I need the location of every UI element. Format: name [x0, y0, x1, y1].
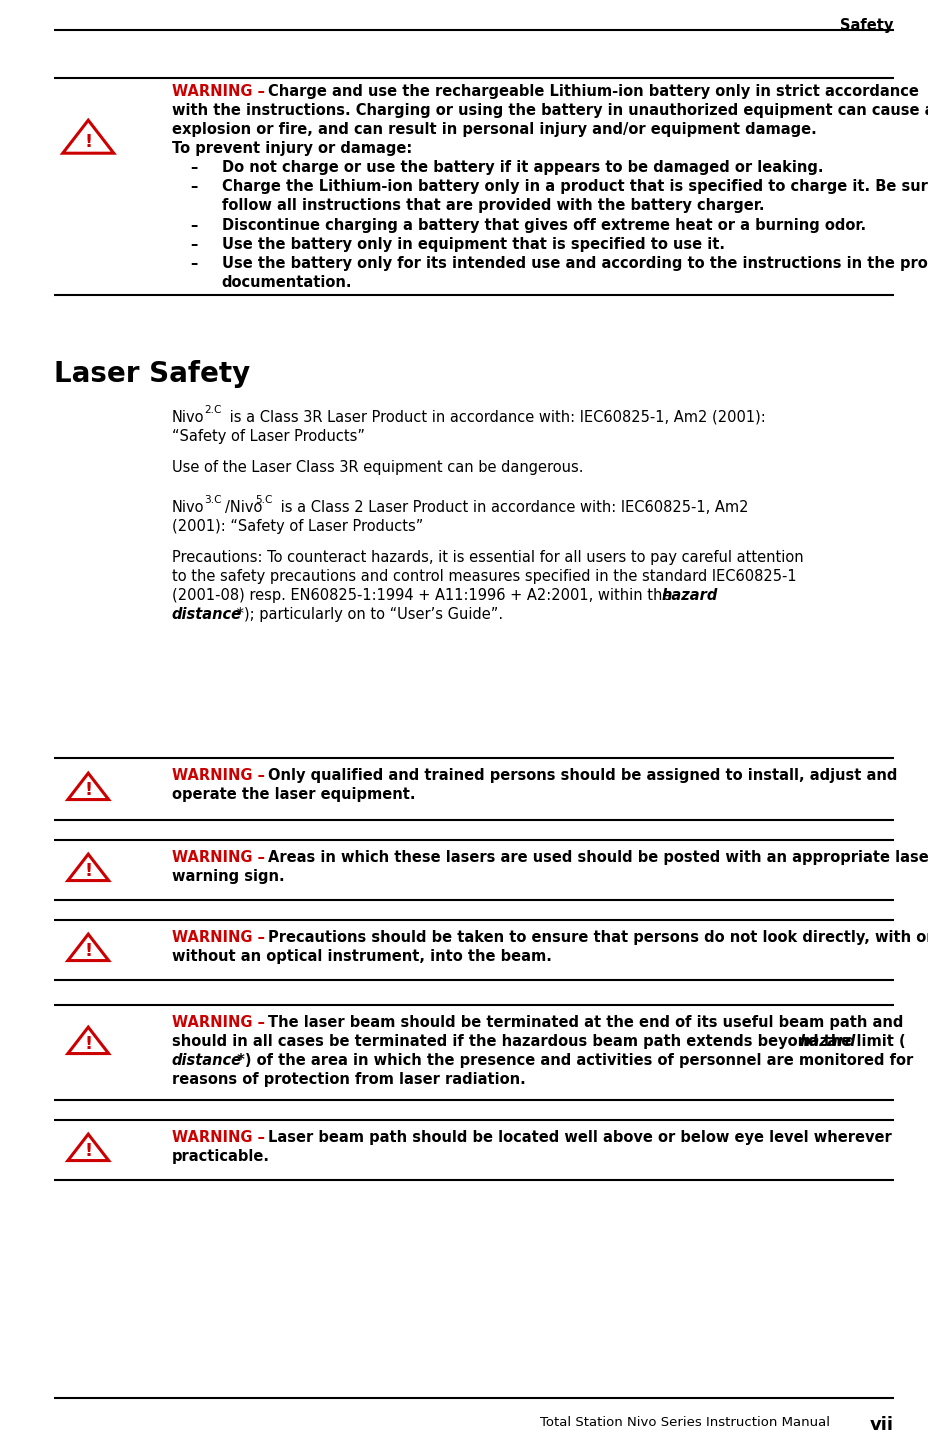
- Text: WARNING –: WARNING –: [172, 1015, 269, 1030]
- Text: Use the battery only for its intended use and according to the instructions in t: Use the battery only for its intended us…: [222, 256, 928, 272]
- Text: *); particularly on to “User’s Guide”.: *); particularly on to “User’s Guide”.: [232, 606, 502, 622]
- Text: Discontinue charging a battery that gives off extreme heat or a burning odor.: Discontinue charging a battery that give…: [222, 217, 865, 233]
- Text: 2.C: 2.C: [203, 405, 221, 415]
- Text: documentation.: documentation.: [222, 275, 352, 290]
- Text: is a Class 3R Laser Product in accordance with: IEC60825-1, Am2 (2001):: is a Class 3R Laser Product in accordanc…: [225, 410, 765, 425]
- Text: (2001): “Safety of Laser Products”: (2001): “Safety of Laser Products”: [172, 519, 423, 533]
- Text: !: !: [84, 1143, 92, 1160]
- Text: Use of the Laser Class 3R equipment can be dangerous.: Use of the Laser Class 3R equipment can …: [172, 460, 583, 475]
- Text: Nivo: Nivo: [172, 410, 204, 425]
- Text: warning sign.: warning sign.: [172, 869, 284, 884]
- Text: WARNING –: WARNING –: [172, 849, 269, 865]
- Text: hazard: hazard: [799, 1034, 856, 1050]
- Text: WARNING –: WARNING –: [172, 768, 269, 784]
- Text: to the safety precautions and control measures specified in the standard IEC6082: to the safety precautions and control me…: [172, 569, 795, 583]
- Text: Do not charge or use the battery if it appears to be damaged or leaking.: Do not charge or use the battery if it a…: [222, 160, 822, 174]
- Text: explosion or fire, and can result in personal injury and/or equipment damage.: explosion or fire, and can result in per…: [172, 122, 816, 137]
- Text: To prevent injury or damage:: To prevent injury or damage:: [172, 142, 412, 156]
- Text: Areas in which these lasers are used should be posted with an appropriate laser: Areas in which these lasers are used sho…: [267, 849, 928, 865]
- Text: reasons of protection from laser radiation.: reasons of protection from laser radiati…: [172, 1072, 525, 1087]
- Text: *) of the area in which the presence and activities of personnel are monitored f: *) of the area in which the presence and…: [232, 1052, 912, 1068]
- Text: !: !: [84, 133, 92, 150]
- Text: without an optical instrument, into the beam.: without an optical instrument, into the …: [172, 950, 551, 964]
- Text: practicable.: practicable.: [172, 1148, 269, 1164]
- Text: follow all instructions that are provided with the battery charger.: follow all instructions that are provide…: [222, 197, 764, 213]
- Text: –: –: [189, 237, 197, 252]
- Text: should in all cases be terminated if the hazardous beam path extends beyond the : should in all cases be terminated if the…: [172, 1034, 905, 1050]
- Text: hazard: hazard: [661, 588, 717, 603]
- Text: (2001-08) resp. EN60825-1:1994 + A11:1996 + A2:2001, within the: (2001-08) resp. EN60825-1:1994 + A11:199…: [172, 588, 676, 603]
- Text: Total Station Nivo Series Instruction Manual: Total Station Nivo Series Instruction Ma…: [539, 1416, 829, 1429]
- Text: is a Class 2 Laser Product in accordance with: IEC60825-1, Am2: is a Class 2 Laser Product in accordance…: [276, 500, 748, 515]
- Text: with the instructions. Charging or using the battery in unauthorized equipment c: with the instructions. Charging or using…: [172, 103, 928, 119]
- Text: –: –: [189, 160, 197, 174]
- Text: WARNING –: WARNING –: [172, 84, 269, 99]
- Text: Only qualified and trained persons should be assigned to install, adjust and: Only qualified and trained persons shoul…: [267, 768, 896, 784]
- Text: !: !: [84, 862, 92, 881]
- Text: distance: distance: [172, 1052, 241, 1068]
- Text: operate the laser equipment.: operate the laser equipment.: [172, 787, 415, 802]
- Text: !: !: [84, 781, 92, 799]
- Text: !: !: [84, 942, 92, 961]
- Text: Laser beam path should be located well above or below eye level wherever: Laser beam path should be located well a…: [267, 1130, 891, 1145]
- Text: 5.C: 5.C: [254, 495, 272, 505]
- Text: Use the battery only in equipment that is specified to use it.: Use the battery only in equipment that i…: [222, 237, 724, 252]
- Text: Nivo: Nivo: [172, 500, 204, 515]
- Text: Laser Safety: Laser Safety: [54, 360, 250, 388]
- Text: Precautions: To counteract hazards, it is essential for all users to pay careful: Precautions: To counteract hazards, it i…: [172, 551, 803, 565]
- Text: –: –: [189, 256, 197, 272]
- Text: WARNING –: WARNING –: [172, 1130, 269, 1145]
- Text: vii: vii: [869, 1416, 893, 1430]
- Text: distance: distance: [172, 606, 241, 622]
- Text: 3.C: 3.C: [203, 495, 221, 505]
- Text: –: –: [189, 217, 197, 233]
- Text: Precautions should be taken to ensure that persons do not look directly, with or: Precautions should be taken to ensure th…: [267, 930, 928, 945]
- Text: Charge and use the rechargeable Lithium-ion battery only in strict accordance: Charge and use the rechargeable Lithium-…: [267, 84, 918, 99]
- Text: WARNING –: WARNING –: [172, 930, 269, 945]
- Text: “Safety of Laser Products”: “Safety of Laser Products”: [172, 429, 365, 443]
- Text: The laser beam should be terminated at the end of its useful beam path and: The laser beam should be terminated at t…: [267, 1015, 902, 1030]
- Text: Charge the Lithium-ion battery only in a product that is specified to charge it.: Charge the Lithium-ion battery only in a…: [222, 179, 928, 194]
- Text: !: !: [84, 1035, 92, 1054]
- Text: –: –: [189, 179, 197, 194]
- Text: /Nivo: /Nivo: [225, 500, 262, 515]
- Text: Safety: Safety: [840, 19, 893, 33]
